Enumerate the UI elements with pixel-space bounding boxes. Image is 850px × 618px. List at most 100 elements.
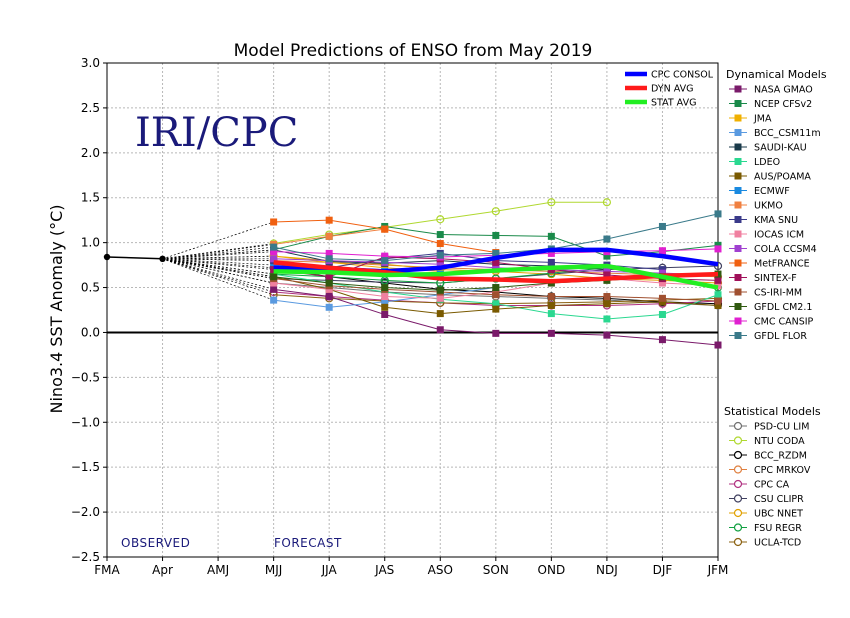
model-point (603, 315, 611, 323)
chart-title: Model Predictions of ENSO from May 2019 (234, 41, 593, 61)
statistical-legend: PSD-CU LIM NTU CODA BCC_RZDM CPC MRKOV CPC C… (729, 422, 811, 549)
consensus-series (273, 247, 719, 290)
dynamical-legend-label: AUS/POAMA (754, 172, 811, 183)
model-point (325, 249, 333, 257)
model-point (270, 285, 278, 293)
model-point (658, 336, 666, 344)
statistical-legend-label: UCLA-TCD (754, 538, 801, 549)
statistical-legend-label: FSU REGR (754, 523, 802, 534)
x-tick-label: ASO (428, 563, 453, 577)
init-connector (162, 258, 274, 293)
model-point (270, 243, 278, 251)
init-connector (162, 258, 274, 284)
model-point (492, 258, 500, 266)
model-point (492, 305, 500, 313)
model-point (547, 258, 555, 266)
x-tick-label: JFM (707, 563, 729, 577)
x-tick-label: SON (483, 563, 509, 577)
init-connector (162, 258, 274, 275)
dynamical-legend-label: LDEO (754, 157, 780, 168)
model-point (436, 260, 444, 268)
model-point (603, 271, 611, 279)
model-point (325, 216, 333, 224)
model-point (714, 276, 722, 284)
dynamical-legend-marker (734, 317, 742, 325)
dynamical-legend-marker (734, 245, 742, 252)
model-point (714, 245, 722, 253)
init-connector (162, 258, 274, 296)
model-point (270, 218, 278, 226)
dynamical-legend-label: MetFRANCE (754, 259, 810, 270)
dynamical-legend-label: IOCAS ICM (754, 230, 804, 241)
iri-cpc-logo: IRI/CPC (135, 110, 298, 156)
dynamical-legend-marker (734, 158, 742, 165)
dynamical-legend-marker (734, 201, 742, 209)
model-point (492, 300, 500, 308)
x-tick-label: MJJ (265, 563, 282, 577)
dynamical-legend-label: CS-IRI-MM (754, 288, 802, 299)
consensus-line (273, 263, 719, 290)
model-point (714, 302, 722, 310)
model-point (658, 222, 666, 230)
dynamical-legend-marker (734, 187, 742, 194)
x-tick-label: JAS (374, 563, 394, 577)
model-point (602, 198, 612, 207)
init-connector (162, 221, 274, 260)
model-point (436, 326, 444, 334)
model-point (547, 310, 555, 318)
statistical-legend-marker (733, 494, 743, 503)
y-tick-label: −2.5 (71, 550, 100, 564)
statistical-legend-marker (733, 479, 743, 489)
y-tick-label: 0.5 (81, 281, 100, 295)
model-point (547, 232, 555, 240)
model-point (492, 264, 500, 272)
model-point (436, 240, 444, 248)
x-tick-label: NDJ (596, 563, 618, 577)
model-point (492, 249, 500, 257)
model-point (381, 284, 389, 292)
statistical-legend-label: BCC_RZDM (754, 451, 807, 462)
y-tick-label: 2.0 (81, 146, 100, 160)
model-point (714, 341, 722, 349)
model-point (436, 251, 444, 259)
observed-label: OBSERVED (121, 536, 190, 550)
model-point (658, 298, 666, 306)
statistical-legend-label: CSU CLIPR (754, 494, 804, 505)
model-point (325, 273, 333, 281)
init-connector (162, 251, 274, 260)
model-point (325, 255, 333, 263)
statistical-legend-marker (733, 421, 743, 431)
y-axis-label: Nino3.4 SST Anomaly (°C) (47, 205, 66, 414)
statistical-legend-label: PSD-CU LIM (754, 422, 809, 433)
init-connector (162, 258, 274, 279)
model-point (270, 255, 278, 263)
model-point (714, 291, 722, 299)
y-tick-label: −1.5 (71, 460, 100, 474)
statistical-legend-label: UBC NNET (754, 509, 803, 520)
model-point (381, 298, 389, 306)
statistical-legend-marker (733, 523, 743, 532)
y-tick-label: 0.0 (81, 325, 100, 339)
model-point (436, 286, 444, 294)
model-point (436, 215, 445, 224)
dynamical-legend-marker (734, 259, 742, 267)
statistical-legend-marker (733, 450, 743, 460)
dynamical-legend-label: GFDL CM2.1 (754, 302, 812, 313)
dynamical-legend-marker (734, 303, 742, 310)
model-point (714, 297, 722, 305)
statistical-legend-marker (733, 537, 743, 547)
y-tick-label: 1.5 (81, 191, 100, 205)
model-point (325, 303, 333, 311)
statistical-legend-marker (733, 436, 743, 445)
dynamical-legend-label: NCEP CFSv2 (754, 99, 812, 110)
model-point (714, 241, 722, 249)
observed-point (103, 253, 111, 261)
dynamical-legend-marker (734, 100, 742, 107)
model-point (714, 210, 722, 218)
model-point (603, 235, 611, 243)
dynamical-legend-label: JMA (753, 114, 772, 125)
model-point (381, 252, 389, 260)
dynamical-legend-marker (734, 85, 742, 93)
model-point (603, 293, 611, 301)
dynamical-legend-marker (734, 288, 742, 296)
